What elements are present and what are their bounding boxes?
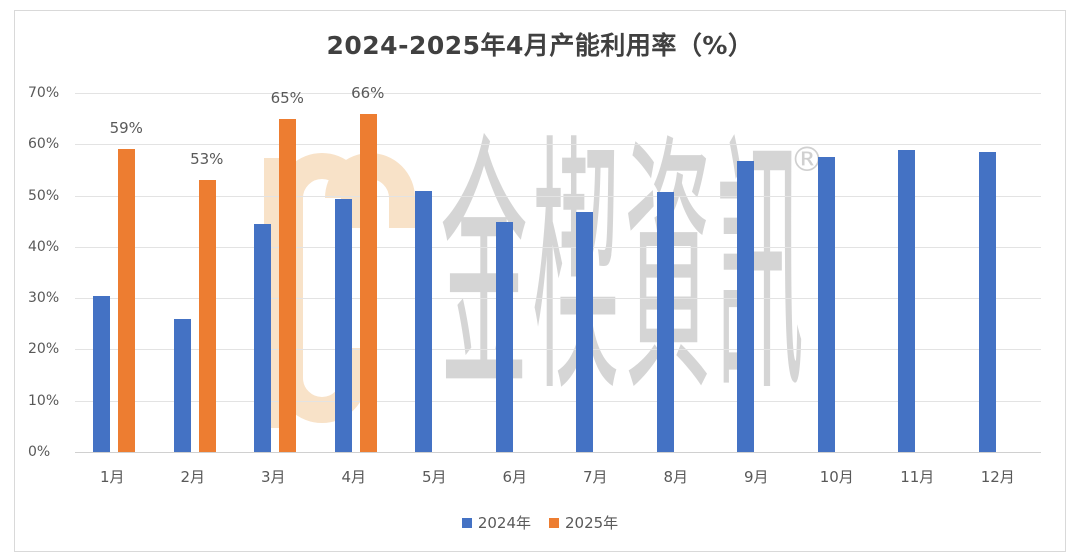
bar-2025年[interactable] xyxy=(118,149,136,452)
data-label: 65% xyxy=(270,88,304,107)
gridline xyxy=(75,400,1041,402)
bar-2024年[interactable] xyxy=(173,319,191,452)
gridline xyxy=(75,93,1041,94)
chart-title: 2024-2025年4月产能利用率（%） xyxy=(326,31,754,60)
y-tick-label: 0% xyxy=(28,444,51,460)
y-tick-label: 60% xyxy=(28,136,60,153)
data-label: 59% xyxy=(109,119,143,138)
x-tick-label: 6月 xyxy=(502,468,528,486)
chart-frame xyxy=(14,10,1066,552)
y-tick-label: 20% xyxy=(28,341,60,358)
y-tick-label: 50% xyxy=(28,187,60,204)
x-tick-label: 5月 xyxy=(421,468,447,486)
gridline xyxy=(75,349,1041,351)
gridline xyxy=(75,144,1041,146)
bar-2024年[interactable] xyxy=(415,190,433,452)
legend-item-2024[interactable]: 2024年 xyxy=(461,512,531,533)
x-tick-label: 11月 xyxy=(900,468,935,486)
legend-swatch-2025 xyxy=(549,517,559,528)
bar-2024年[interactable] xyxy=(334,199,352,452)
y-tick-label: 40% xyxy=(28,238,60,255)
y-tick-label: 10% xyxy=(28,392,60,409)
x-tick-label: 10月 xyxy=(819,468,854,486)
data-label: 66% xyxy=(351,83,385,102)
bar-2024年[interactable] xyxy=(576,211,594,452)
bar-2024年[interactable] xyxy=(495,222,513,452)
gridline xyxy=(75,298,1041,300)
plot-area: 59% 53% 65% 66% xyxy=(75,84,1041,453)
bar-2025年[interactable] xyxy=(279,118,297,452)
x-tick-label: 1月 xyxy=(99,468,125,486)
x-tick-label: 3月 xyxy=(260,468,286,486)
bar-2024年[interactable] xyxy=(254,224,272,452)
data-label: 53% xyxy=(190,150,224,169)
legend-swatch-2024 xyxy=(461,517,472,528)
y-tick-label: 30% xyxy=(28,290,60,307)
x-tick-label: 9月 xyxy=(743,468,769,486)
gridline xyxy=(75,452,1041,453)
bar-2024年[interactable] xyxy=(737,161,755,452)
bar-2024年[interactable] xyxy=(898,149,916,452)
legend-label-2025: 2025年 xyxy=(565,514,619,532)
bar-2024年[interactable] xyxy=(817,157,835,452)
legend-label-2024: 2024年 xyxy=(477,514,531,532)
bar-2024年[interactable] xyxy=(978,151,996,452)
x-tick-label: 7月 xyxy=(582,468,608,486)
bar-2024年[interactable] xyxy=(93,296,111,452)
gridline xyxy=(75,246,1041,248)
x-tick-label: 8月 xyxy=(663,468,689,486)
x-tick-label: 12月 xyxy=(980,468,1015,486)
bar-2025年[interactable] xyxy=(198,180,216,452)
y-tick-label: 70% xyxy=(28,85,60,101)
x-tick-label: 4月 xyxy=(341,468,367,486)
bar-2025年[interactable] xyxy=(359,113,377,452)
legend: 2024年 2025年 xyxy=(0,512,1080,533)
bar-2024年[interactable] xyxy=(656,191,674,452)
gridline xyxy=(75,195,1041,197)
x-tick-label: 2月 xyxy=(180,468,206,486)
legend-item-2025[interactable]: 2025年 xyxy=(549,512,618,533)
